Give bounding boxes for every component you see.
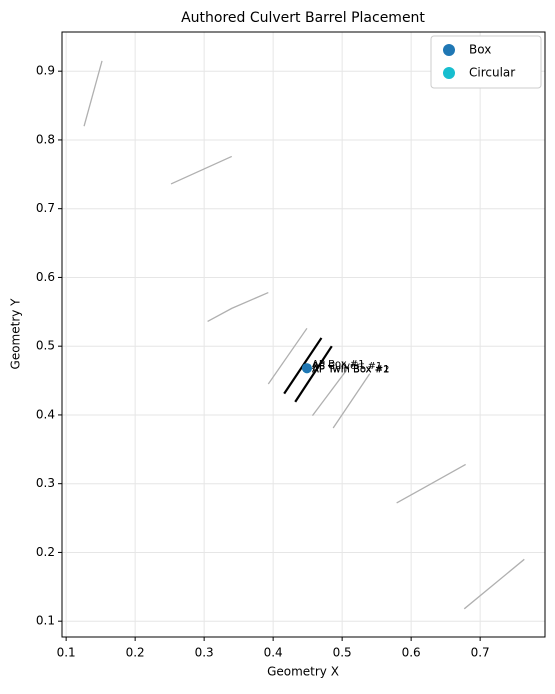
barrel-line <box>170 155 233 185</box>
barrel-line <box>294 345 333 403</box>
y-axis-label: Geometry Y <box>9 298 23 370</box>
point <box>301 363 312 374</box>
barrel-line <box>396 463 466 504</box>
y-tick-label: 0.8 <box>36 132 55 146</box>
x-tick-label: 0.3 <box>195 646 214 660</box>
y-tick-label: 0.5 <box>36 339 55 353</box>
annotation: AP Box #1 <box>312 359 365 370</box>
legend-marker <box>443 67 455 79</box>
legend-box <box>430 35 542 89</box>
y-tick-label: 0.9 <box>36 64 55 78</box>
annotation: AP Culvert #1 <box>312 361 382 372</box>
barrel-line <box>83 60 103 127</box>
legend-label: Box <box>469 43 491 57</box>
x-axis-label: Geometry X <box>267 665 339 679</box>
y-tick-label: 0.3 <box>36 476 55 490</box>
legend-marker <box>443 44 455 56</box>
y-tick-label: 0.1 <box>36 614 55 628</box>
x-tick-label: 0.1 <box>57 646 76 660</box>
y-tick-label: 0.2 <box>36 545 55 559</box>
y-tick-label: 0.4 <box>36 407 55 421</box>
barrel-line <box>311 366 350 417</box>
barrel-line <box>207 291 269 323</box>
x-tick-label: 0.5 <box>333 646 352 660</box>
barrel-line <box>267 327 308 385</box>
x-tick-label: 0.4 <box>264 646 283 660</box>
barrel-line <box>463 558 525 610</box>
x-tick-label: 0.2 <box>126 646 145 660</box>
plot-frame <box>61 31 546 638</box>
annotation: AP Twin Box #2 <box>312 365 390 376</box>
legend-label: Circular <box>469 66 515 80</box>
chart-title: Authored Culvert Barrel Placement <box>181 10 425 26</box>
x-tick-label: 0.6 <box>402 646 421 660</box>
barrel-line <box>332 373 371 429</box>
y-tick-label: 0.7 <box>36 201 55 215</box>
y-tick-label: 0.6 <box>36 270 55 284</box>
x-tick-label: 0.7 <box>471 646 490 660</box>
annotation: AP Twin Box #1 <box>312 364 390 375</box>
